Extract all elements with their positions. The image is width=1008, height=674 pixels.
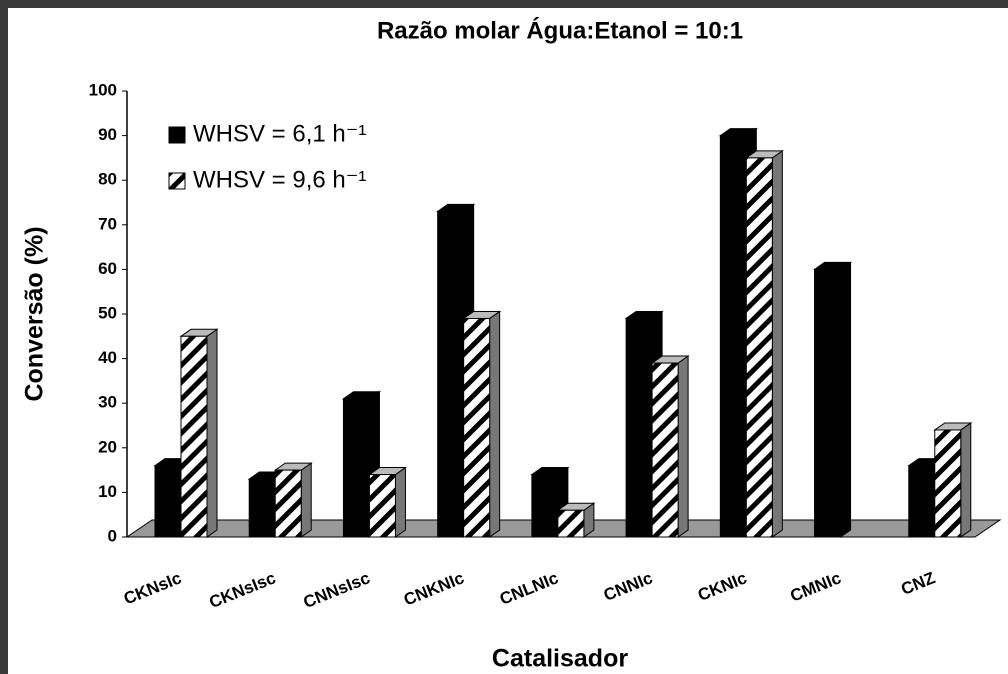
y-tick-label: 90 bbox=[98, 125, 117, 144]
y-tick-label: 10 bbox=[98, 482, 117, 501]
legend-swatch bbox=[168, 126, 186, 144]
y-tick-label: 80 bbox=[98, 170, 117, 189]
bar-front bbox=[248, 478, 276, 538]
bar-front bbox=[180, 335, 208, 538]
y-tick-label: 50 bbox=[98, 303, 117, 322]
legend-label: WHSV = 9,6 h⁻¹ bbox=[193, 166, 366, 193]
bar-front bbox=[651, 362, 679, 538]
bar bbox=[812, 261, 853, 538]
bar-side bbox=[960, 421, 972, 538]
y-tick-label: 70 bbox=[98, 214, 117, 233]
bar-front bbox=[368, 474, 396, 538]
bar-side bbox=[394, 466, 406, 538]
bar-front bbox=[557, 509, 585, 538]
bar-front bbox=[908, 465, 936, 538]
bar-side bbox=[677, 355, 689, 538]
bar bbox=[933, 421, 973, 538]
bar-front bbox=[274, 469, 302, 538]
bar bbox=[179, 328, 219, 538]
bar-front bbox=[745, 157, 773, 538]
y-tick-label: 100 bbox=[89, 80, 117, 99]
y-axis-title: Conversão (%) bbox=[21, 226, 49, 401]
y-tick-label: 60 bbox=[98, 259, 117, 278]
bar bbox=[530, 466, 570, 538]
bar bbox=[273, 462, 313, 538]
bar bbox=[744, 149, 784, 538]
bar-front bbox=[719, 135, 747, 538]
bar-front bbox=[437, 210, 465, 538]
bar-front bbox=[625, 317, 653, 538]
bar-side bbox=[771, 149, 783, 538]
bar-side bbox=[206, 328, 218, 538]
x-axis-title: Catalisador bbox=[492, 645, 628, 673]
bar-side bbox=[840, 261, 852, 538]
bar-side bbox=[489, 310, 501, 538]
y-tick-label: 40 bbox=[98, 348, 117, 367]
chart-background bbox=[8, 8, 1008, 674]
bar-front bbox=[463, 317, 491, 538]
y-tick-label: 30 bbox=[98, 393, 117, 412]
bar-side bbox=[300, 462, 312, 538]
bar-front bbox=[934, 429, 962, 538]
bar bbox=[556, 502, 596, 538]
bar-front bbox=[531, 474, 559, 538]
chart-title: Razão molar Água:Etanol = 10:1 bbox=[377, 16, 743, 44]
bar bbox=[650, 355, 690, 538]
bar bbox=[367, 466, 408, 538]
y-tick-label: 0 bbox=[108, 526, 117, 545]
y-tick-label: 20 bbox=[98, 437, 117, 456]
bar bbox=[462, 310, 502, 538]
legend-label: WHSV = 6,1 h⁻¹ bbox=[193, 120, 366, 147]
bar-front bbox=[342, 398, 370, 538]
legend-swatch bbox=[168, 172, 186, 190]
bar-front bbox=[814, 268, 842, 538]
bar-front bbox=[154, 465, 182, 538]
